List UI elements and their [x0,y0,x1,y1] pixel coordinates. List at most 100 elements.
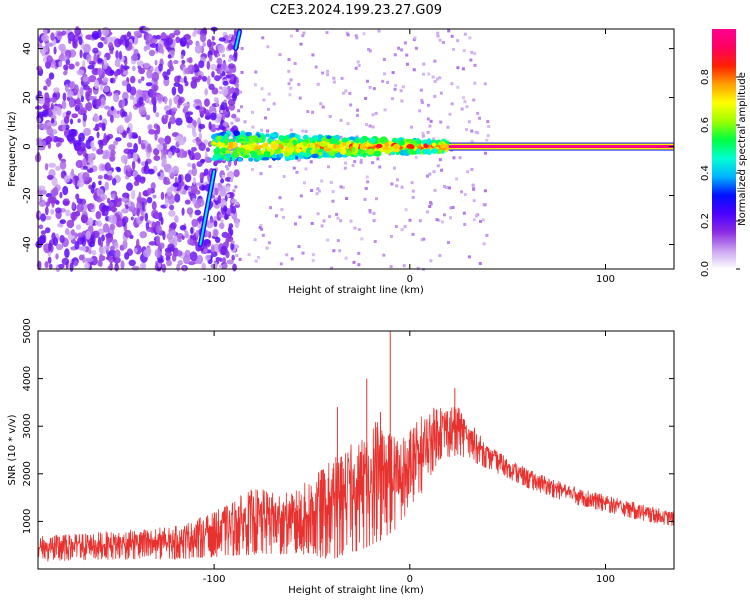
speckle [470,50,474,54]
speckle [378,165,382,169]
noise-blob [92,47,99,54]
noise-blob [232,92,237,102]
speckle [362,32,366,36]
noise-blob [164,251,173,257]
speckle [367,47,371,51]
speckle [452,156,456,160]
noise-blob [88,60,95,65]
figure-title: C2E3.2024.199.23.27.G09 [270,3,442,18]
speckle [339,135,343,139]
speckle [396,178,400,182]
speckle [473,81,477,85]
noise-blob [234,117,241,123]
noise-blob [107,174,113,181]
speckle [450,102,454,106]
noise-blob [171,165,180,175]
noise-blob [93,115,100,123]
noise-blob [124,115,131,124]
speckle [231,57,235,61]
noise-blob [193,120,197,128]
noise-blob [210,251,218,258]
speckle [304,129,308,133]
noise-blob [97,57,103,64]
speckle [301,34,305,38]
noise-blob [151,95,155,105]
noise-blob [56,142,60,148]
noise-blob [71,113,79,119]
speckle [486,134,490,138]
noise-blob [167,243,175,252]
noise-blob [73,260,79,267]
speckle [348,91,352,95]
noise-blob [190,146,197,152]
speckle [472,199,476,203]
speckle [461,67,465,71]
noise-blob [170,222,177,230]
noise-blob [129,75,136,84]
speckle [359,158,363,162]
noise-blob [175,117,183,126]
noise-blob [50,96,57,103]
y-tick-label: 0 [22,143,33,149]
noise-blob [132,96,137,106]
speckle [287,58,291,62]
band-blob [270,143,279,150]
noise-blob [160,217,164,225]
x-tick-label: -100 [203,274,226,285]
noise-blob [217,194,222,204]
speckle [428,172,432,176]
noise-blob [126,248,133,256]
speckle [405,62,409,66]
noise-blob [105,238,111,247]
speckle [327,165,331,169]
band-blob [303,152,311,158]
speckle [365,175,369,179]
speckle [285,253,289,257]
noise-blob [126,31,132,38]
noise-blob [191,218,199,228]
noise-blob [103,56,107,66]
noise-blob [76,69,85,76]
noise-blob [95,220,99,226]
noise-blob [127,153,132,160]
noise-blob [96,197,103,203]
speckle [441,41,445,45]
noise-blob [139,263,145,270]
noise-blob [142,249,151,258]
speckle [368,85,372,89]
band-blob [327,144,332,148]
noise-blob [180,37,187,47]
noise-blob [191,163,196,170]
noise-blob [137,78,142,84]
noise-blob [177,237,182,243]
noise-blob [120,64,124,74]
speckle [267,241,271,245]
speckle [254,70,258,74]
noise-blob [83,127,91,137]
speckle [316,82,320,86]
band-blob [286,142,294,148]
noise-blob [171,107,178,113]
speckle [232,189,236,193]
y-tick-label: 5000 [22,318,33,343]
speckle [371,161,375,165]
speckle [394,83,398,87]
noise-blob [121,111,128,117]
speckle [357,63,361,67]
noise-blob [63,70,68,76]
noise-blob [129,94,134,100]
speckle [340,76,344,80]
noise-blob [230,241,235,251]
band-blob [224,133,229,140]
speckle [325,31,329,35]
speckle [240,70,244,74]
speckle [410,125,414,129]
spectrogram-panel: -100 0 100 -40 -20 0 20 40 Height of straight l… [7,25,675,296]
noise-blob [229,204,234,211]
noise-blob [188,57,193,64]
noise-blob [63,174,71,183]
speckle [292,166,296,170]
noise-blob [91,230,100,239]
noise-blob [220,101,228,110]
